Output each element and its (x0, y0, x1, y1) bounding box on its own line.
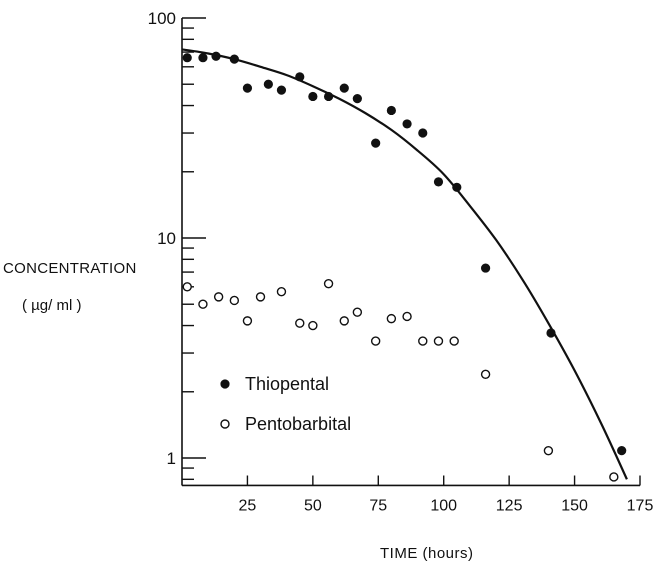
thiopental-point (229, 54, 239, 64)
ticks: 1 10 100 25 50 75 100 125 150 175 (148, 9, 654, 514)
pentobarbital-point (276, 287, 287, 297)
pentobarbital-point (370, 336, 381, 346)
axes (181, 18, 640, 487)
thiopental-point (480, 263, 491, 273)
thiopental-point (433, 177, 444, 187)
pentobarbital-point (433, 336, 444, 346)
thiopental-point (242, 83, 253, 93)
thiopental-point (418, 128, 428, 138)
pentobarbital-point (295, 318, 305, 328)
pentobarbital-point (255, 292, 266, 302)
pentobarbital-point (418, 336, 428, 346)
y-tick-label: 10 (157, 229, 176, 248)
y-axis-unit-label: ( µg/ ml ) (22, 297, 82, 314)
thiopental-point (198, 53, 208, 63)
x-tick-label: 175 (627, 497, 654, 514)
pentobarbital-point (182, 282, 192, 292)
x-tick-label: 25 (239, 497, 257, 514)
legend-marker-pentobarbital (220, 419, 230, 429)
y-tick-label: 1 (167, 449, 176, 468)
pentobarbital-point (339, 316, 349, 326)
pentobarbital-point (352, 307, 363, 317)
thiopental-point (323, 91, 334, 102)
x-tick-label: 50 (304, 497, 322, 514)
pentobarbital-point (323, 278, 334, 289)
legend: Thiopental Pentobarbital (220, 374, 351, 434)
x-tick-label: 150 (561, 497, 588, 514)
thiopental-point (276, 85, 287, 95)
x-axis-label: TIME (hours) (380, 545, 474, 562)
thiopental-point (339, 83, 349, 93)
fit-curve-layer (181, 48, 628, 480)
thiopental-point (295, 72, 305, 82)
pentobarbital-point (198, 299, 208, 309)
thiopental-point (263, 79, 273, 89)
pentobarbital-point (229, 295, 240, 306)
thiopental-point (211, 51, 221, 61)
thiopental-point (546, 328, 556, 338)
x-tick-label: 75 (369, 497, 387, 514)
thiopental-point (182, 53, 192, 63)
legend-label-pentobarbital: Pentobarbital (245, 414, 351, 434)
thiopental-point (371, 138, 381, 148)
legend-label-thiopental: Thiopental (245, 374, 329, 394)
thiopental-point (402, 119, 412, 129)
x-tick-label: 100 (430, 497, 457, 514)
thiopental-fit-curve (181, 48, 628, 480)
pentobarbital-point (402, 311, 412, 322)
pentobarbital-point (308, 320, 318, 331)
legend-marker-thiopental (220, 379, 230, 389)
thiopental-point (308, 91, 318, 102)
thiopental-point (386, 105, 396, 116)
pentobarbital-point (480, 369, 491, 380)
pentobarbital-point (609, 472, 619, 482)
thiopental-point (452, 182, 462, 192)
y-axis-label: CONCENTRATION (3, 260, 137, 277)
thiopental-point (352, 94, 362, 104)
thiopental-point (617, 446, 627, 456)
pentobarbital-point (449, 336, 459, 346)
pentobarbital-point (213, 292, 224, 302)
x-tick-label: 125 (496, 497, 523, 514)
pentobarbital-point (242, 316, 253, 326)
pentobarbital-point (386, 313, 397, 324)
points-layer (182, 51, 627, 482)
y-tick-label: 100 (148, 9, 176, 28)
pentobarbital-point (543, 445, 554, 456)
